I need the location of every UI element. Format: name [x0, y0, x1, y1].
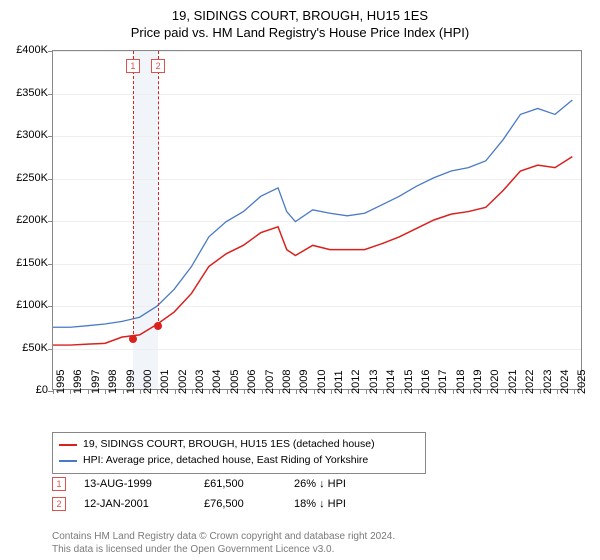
x-tick-label: 2019 [472, 370, 484, 394]
x-tick-label: 2023 [542, 370, 554, 394]
footer-line2: This data is licensed under the Open Gov… [52, 543, 395, 556]
x-tick-label: 2024 [559, 370, 571, 394]
footer-line1: Contains HM Land Registry data © Crown c… [52, 530, 395, 543]
y-tick-label: £300K [16, 129, 48, 141]
x-tick-label: 2012 [350, 370, 362, 394]
legend-label: HPI: Average price, detached house, East… [83, 453, 368, 469]
sale-marker-2: 2 [151, 59, 165, 73]
x-tick-label: 2014 [385, 370, 397, 394]
x-tick-label: 1996 [72, 370, 84, 394]
series-property [53, 157, 572, 345]
x-tick-label: 2010 [316, 370, 328, 394]
x-tick-label: 2021 [507, 370, 519, 394]
x-tick-label: 2015 [403, 370, 415, 394]
sale-price: £61,500 [204, 478, 294, 490]
footer-attribution: Contains HM Land Registry data © Crown c… [52, 530, 395, 556]
sale-row-marker: 1 [52, 477, 66, 491]
x-tick-label: 1998 [107, 370, 119, 394]
series-hpi [53, 100, 572, 327]
x-tick-label: 2001 [159, 370, 171, 394]
x-tick-label: 2025 [576, 370, 588, 394]
x-tick-label: 2020 [489, 370, 501, 394]
title-subtitle: Price paid vs. HM Land Registry's House … [0, 25, 600, 40]
plot-frame: 12 [52, 50, 582, 390]
y-tick-label: £0 [36, 384, 48, 396]
sale-dot-2 [154, 322, 162, 330]
x-tick-label: 2000 [142, 370, 154, 394]
y-tick-label: £400K [16, 44, 48, 56]
x-tick-label: 2003 [194, 370, 206, 394]
legend-label: 19, SIDINGS COURT, BROUGH, HU15 1ES (det… [83, 437, 375, 453]
sale-date: 13-AUG-1999 [84, 478, 204, 490]
y-tick-label: £150K [16, 257, 48, 269]
sale-price: £76,500 [204, 498, 294, 510]
sale-row: 2 12-JAN-2001£76,50018% ↓ HPI [52, 494, 394, 514]
chart-area: 12 £0£50K£100K£150K£200K£250K£300K£350K£… [52, 50, 582, 390]
title-address: 19, SIDINGS COURT, BROUGH, HU15 1ES [0, 8, 600, 23]
sale-marker-1: 1 [126, 59, 140, 73]
x-tick-label: 2016 [420, 370, 432, 394]
x-tick-label: 2006 [246, 370, 258, 394]
x-tick-label: 2017 [437, 370, 449, 394]
y-tick-label: £200K [16, 214, 48, 226]
sale-dot-1 [129, 335, 137, 343]
legend-item: 19, SIDINGS COURT, BROUGH, HU15 1ES (det… [59, 437, 419, 453]
sale-row: 1 13-AUG-1999£61,50026% ↓ HPI [52, 474, 394, 494]
y-tick-label: £350K [16, 87, 48, 99]
x-tick-label: 2018 [455, 370, 467, 394]
x-tick-label: 1999 [125, 370, 137, 394]
y-tick-label: £100K [16, 299, 48, 311]
x-tick-label: 2011 [333, 370, 345, 394]
sale-date: 12-JAN-2001 [84, 498, 204, 510]
legend-swatch [59, 460, 77, 462]
legend: 19, SIDINGS COURT, BROUGH, HU15 1ES (det… [52, 432, 426, 474]
sale-hpi-diff: 26% ↓ HPI [294, 478, 394, 490]
x-tick-label: 2004 [211, 370, 223, 394]
sale-row-marker: 2 [52, 497, 66, 511]
x-tick-label: 1995 [55, 370, 67, 394]
title-block: 19, SIDINGS COURT, BROUGH, HU15 1ES Pric… [0, 0, 600, 40]
x-tick-label: 2005 [229, 370, 241, 394]
chart-container: 19, SIDINGS COURT, BROUGH, HU15 1ES Pric… [0, 0, 600, 560]
legend-swatch [59, 444, 77, 446]
sales-table: 1 13-AUG-1999£61,50026% ↓ HPI 2 12-JAN-2001… [52, 474, 394, 514]
y-tick-label: £50K [22, 342, 48, 354]
y-tick-label: £250K [16, 172, 48, 184]
x-tick-label: 2007 [264, 370, 276, 394]
x-tick-label: 1997 [90, 370, 102, 394]
x-tick-label: 2009 [298, 370, 310, 394]
x-tick-label: 2002 [177, 370, 189, 394]
legend-item: HPI: Average price, detached house, East… [59, 453, 419, 469]
x-tick-label: 2013 [368, 370, 380, 394]
x-tick-label: 2022 [524, 370, 536, 394]
x-tick-label: 2008 [281, 370, 293, 394]
sale-hpi-diff: 18% ↓ HPI [294, 498, 394, 510]
